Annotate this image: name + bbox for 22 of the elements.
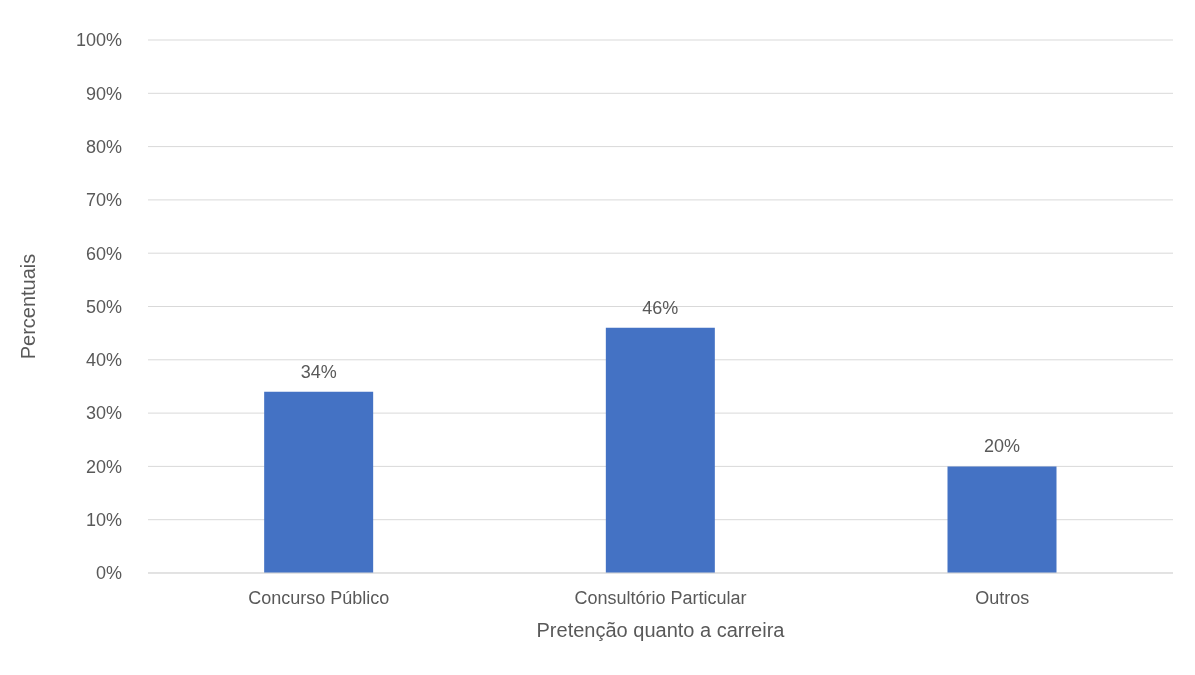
data-label: 34%	[300, 361, 337, 382]
x-tick-label: Concurso Público	[248, 587, 390, 608]
bar	[947, 466, 1057, 573]
y-tick-label: 50%	[85, 296, 122, 317]
y-tick-label: 100%	[75, 30, 122, 51]
y-axis-title: Percentuais	[17, 253, 40, 360]
y-tick-label: 80%	[85, 136, 122, 157]
y-tick-label: 90%	[85, 83, 122, 104]
y-tick-label: 20%	[85, 456, 122, 477]
data-label: 20%	[983, 436, 1021, 457]
y-tick-label: 40%	[85, 350, 122, 371]
y-tick-label: 30%	[85, 403, 122, 424]
y-tick-label: 70%	[85, 190, 122, 211]
data-label: 46%	[642, 297, 679, 318]
y-tick-label: 60%	[85, 243, 122, 264]
x-tick-label: Outros	[975, 587, 1030, 608]
y-tick-label: 0%	[95, 563, 122, 584]
bar	[605, 327, 715, 573]
y-tick-label: 10%	[85, 510, 122, 531]
bar	[264, 391, 374, 573]
x-tick-label: Consultório Particular	[574, 587, 747, 608]
x-axis-title: Pretenção quanto a carreira	[536, 619, 786, 642]
